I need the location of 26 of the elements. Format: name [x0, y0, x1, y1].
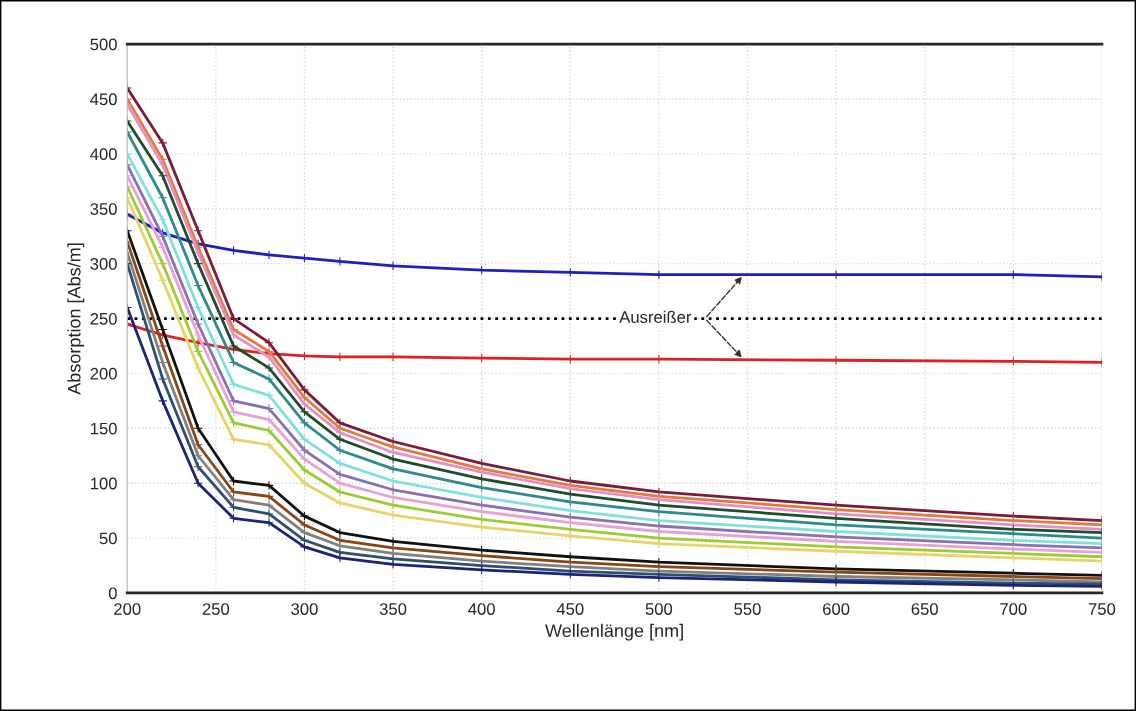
y-tick-label: 0: [108, 587, 117, 600]
x-axis-title: Wellenlänge [nm]: [545, 623, 683, 641]
y-axis-title: Absorption [Abs/m]: [67, 243, 85, 395]
x-tick-label: 750: [1088, 603, 1116, 615]
y-tick-label: 200: [90, 367, 117, 380]
y-tick-label: 50: [99, 532, 117, 545]
x-tick-label: 400: [468, 603, 495, 615]
x-tick-label: 650: [911, 603, 938, 615]
y-tick-label: 250: [90, 312, 117, 325]
x-tick-label: 700: [1000, 603, 1027, 615]
y-tick-label: 100: [90, 477, 117, 490]
x-tick-label: 550: [734, 603, 761, 615]
x-tick-label: 450: [556, 603, 584, 615]
x-tick-label: 600: [823, 603, 850, 615]
annotation: Ausreißer: [619, 310, 692, 323]
x-tick-label: 200: [114, 603, 141, 615]
y-tick-label: 150: [90, 422, 117, 435]
y-tick-label: 350: [90, 203, 117, 215]
y-tick-label: 400: [90, 148, 117, 161]
y-tick-label: 450: [90, 93, 117, 106]
y-tick-label: 300: [90, 258, 117, 270]
x-tick-label: 500: [645, 603, 673, 615]
y-tick-label: 500: [90, 38, 117, 51]
x-tick-label: 300: [291, 603, 318, 615]
x-tick-label: 250: [202, 603, 230, 615]
x-tick-label: 350: [379, 603, 407, 615]
